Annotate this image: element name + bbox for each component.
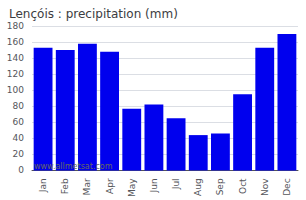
svg-text:Apr: Apr	[105, 178, 115, 194]
svg-text:100: 100	[7, 85, 24, 95]
svg-text:Aug: Aug	[193, 178, 203, 196]
svg-text:www.allmetsat.com: www.allmetsat.com	[34, 162, 113, 171]
svg-text:60: 60	[13, 117, 25, 127]
svg-text:Nov: Nov	[260, 178, 270, 196]
svg-text:Jul: Jul	[171, 178, 181, 190]
svg-text:Mar: Mar	[82, 178, 92, 195]
svg-text:120: 120	[7, 69, 24, 79]
svg-text:40: 40	[13, 133, 25, 143]
svg-text:Jan: Jan	[38, 178, 48, 193]
svg-text:Feb: Feb	[60, 178, 70, 194]
svg-text:Sep: Sep	[215, 178, 225, 195]
svg-text:0: 0	[18, 165, 24, 175]
svg-text:May: May	[127, 178, 137, 197]
svg-text:Jun: Jun	[149, 178, 159, 193]
svg-text:180: 180	[7, 21, 24, 31]
svg-text:140: 140	[7, 53, 24, 63]
svg-text:20: 20	[13, 149, 25, 159]
svg-text:Lençóis : precipitation (mm): Lençóis : precipitation (mm)	[9, 7, 178, 21]
svg-text:160: 160	[7, 37, 24, 47]
svg-text:80: 80	[13, 101, 25, 111]
svg-text:Dec: Dec	[282, 178, 292, 195]
svg-text:Oct: Oct	[238, 178, 248, 194]
